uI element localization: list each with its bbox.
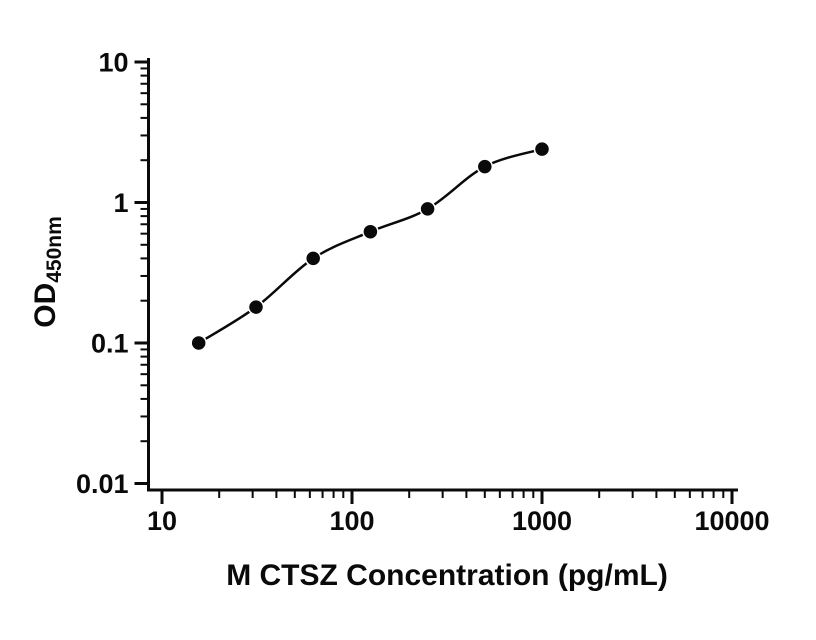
y-tick-label: 10 <box>98 48 128 78</box>
y-tick-label: 1 <box>113 188 128 218</box>
y-axis-title-subscript: 450nm <box>43 216 66 283</box>
x-tick-label: 10000 <box>694 506 769 536</box>
data-point <box>419 200 436 218</box>
y-tick-label: 0.1 <box>91 329 129 359</box>
y-axis-title-main: OD <box>29 283 62 328</box>
x-tick-label: 100 <box>329 506 374 536</box>
data-point <box>247 298 265 316</box>
data-point <box>533 140 551 158</box>
data-point <box>190 334 207 352</box>
x-tick-label: 1000 <box>512 506 572 536</box>
y-axis-title: OD450nm <box>29 216 66 328</box>
data-point <box>362 223 379 240</box>
y-tick-label: 0.01 <box>76 469 129 499</box>
data-point <box>304 250 322 267</box>
data-point <box>476 158 494 175</box>
x-axis-title: M CTSZ Concentration (pg/mL) <box>226 559 668 592</box>
x-tick-label: 10 <box>147 506 177 536</box>
fit-curve <box>198 147 543 345</box>
